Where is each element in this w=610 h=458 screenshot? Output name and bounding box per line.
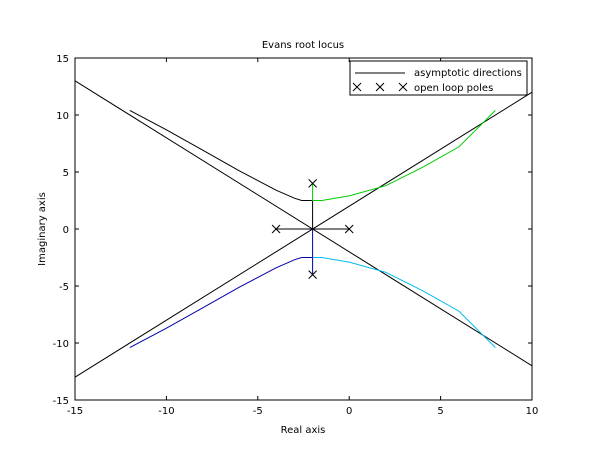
- y-tick-label: -10: [53, 339, 69, 350]
- pole-stroke: [375, 82, 385, 92]
- pole-stroke: [308, 179, 317, 188]
- legend-x-markers: [352, 82, 408, 92]
- series-line-2: [129, 109, 314, 229]
- series-line-5: [129, 229, 314, 349]
- x-tick-label: -5: [253, 406, 263, 417]
- y-tick-label: -15: [53, 396, 69, 407]
- pole-stroke: [308, 270, 317, 279]
- y-tick-label: 10: [56, 111, 69, 122]
- y-tick-label: 5: [63, 168, 69, 179]
- x-tick-label: -15: [67, 406, 83, 417]
- pole-stroke: [271, 224, 281, 234]
- legend-box: [349, 60, 528, 96]
- legend-label-asymptotic: asymptotic directions: [414, 68, 522, 79]
- legend-pole-marker: [352, 82, 362, 92]
- x-axis-label: Real axis: [281, 425, 326, 436]
- y-tick-label: -5: [59, 282, 69, 293]
- open-loop-pole: [344, 224, 354, 234]
- x-tick-label: 10: [526, 406, 539, 417]
- legend-label-poles: open loop poles: [414, 83, 493, 94]
- open-loop-pole: [308, 179, 317, 188]
- y-tick-label: 0: [63, 225, 69, 236]
- series-line-4: [312, 110, 496, 201]
- x-tick-label: 5: [437, 406, 443, 417]
- y-axis-label: Imaginary axis: [37, 192, 48, 266]
- series-line-1: [74, 91, 533, 378]
- series-line-6: [312, 257, 496, 348]
- y-tick-label: 15: [56, 54, 69, 65]
- legend-pole-marker: [375, 82, 385, 92]
- plot-area: -15 -10 -5 0 5 10 -15 -10 -5 0 5 10 15: [53, 54, 539, 417]
- legend: asymptotic directions open loop poles: [349, 60, 528, 96]
- pole-stroke: [352, 82, 362, 92]
- x-tick-label: 0: [346, 406, 352, 417]
- x-tick-label: -10: [158, 406, 174, 417]
- chart-title: Evans root locus: [262, 40, 344, 51]
- open-loop-pole: [308, 270, 317, 279]
- series-line-0: [74, 80, 533, 367]
- pole-stroke: [398, 82, 408, 92]
- open-loop-pole: [271, 224, 281, 234]
- legend-pole-marker: [398, 82, 408, 92]
- pole-stroke: [344, 224, 354, 234]
